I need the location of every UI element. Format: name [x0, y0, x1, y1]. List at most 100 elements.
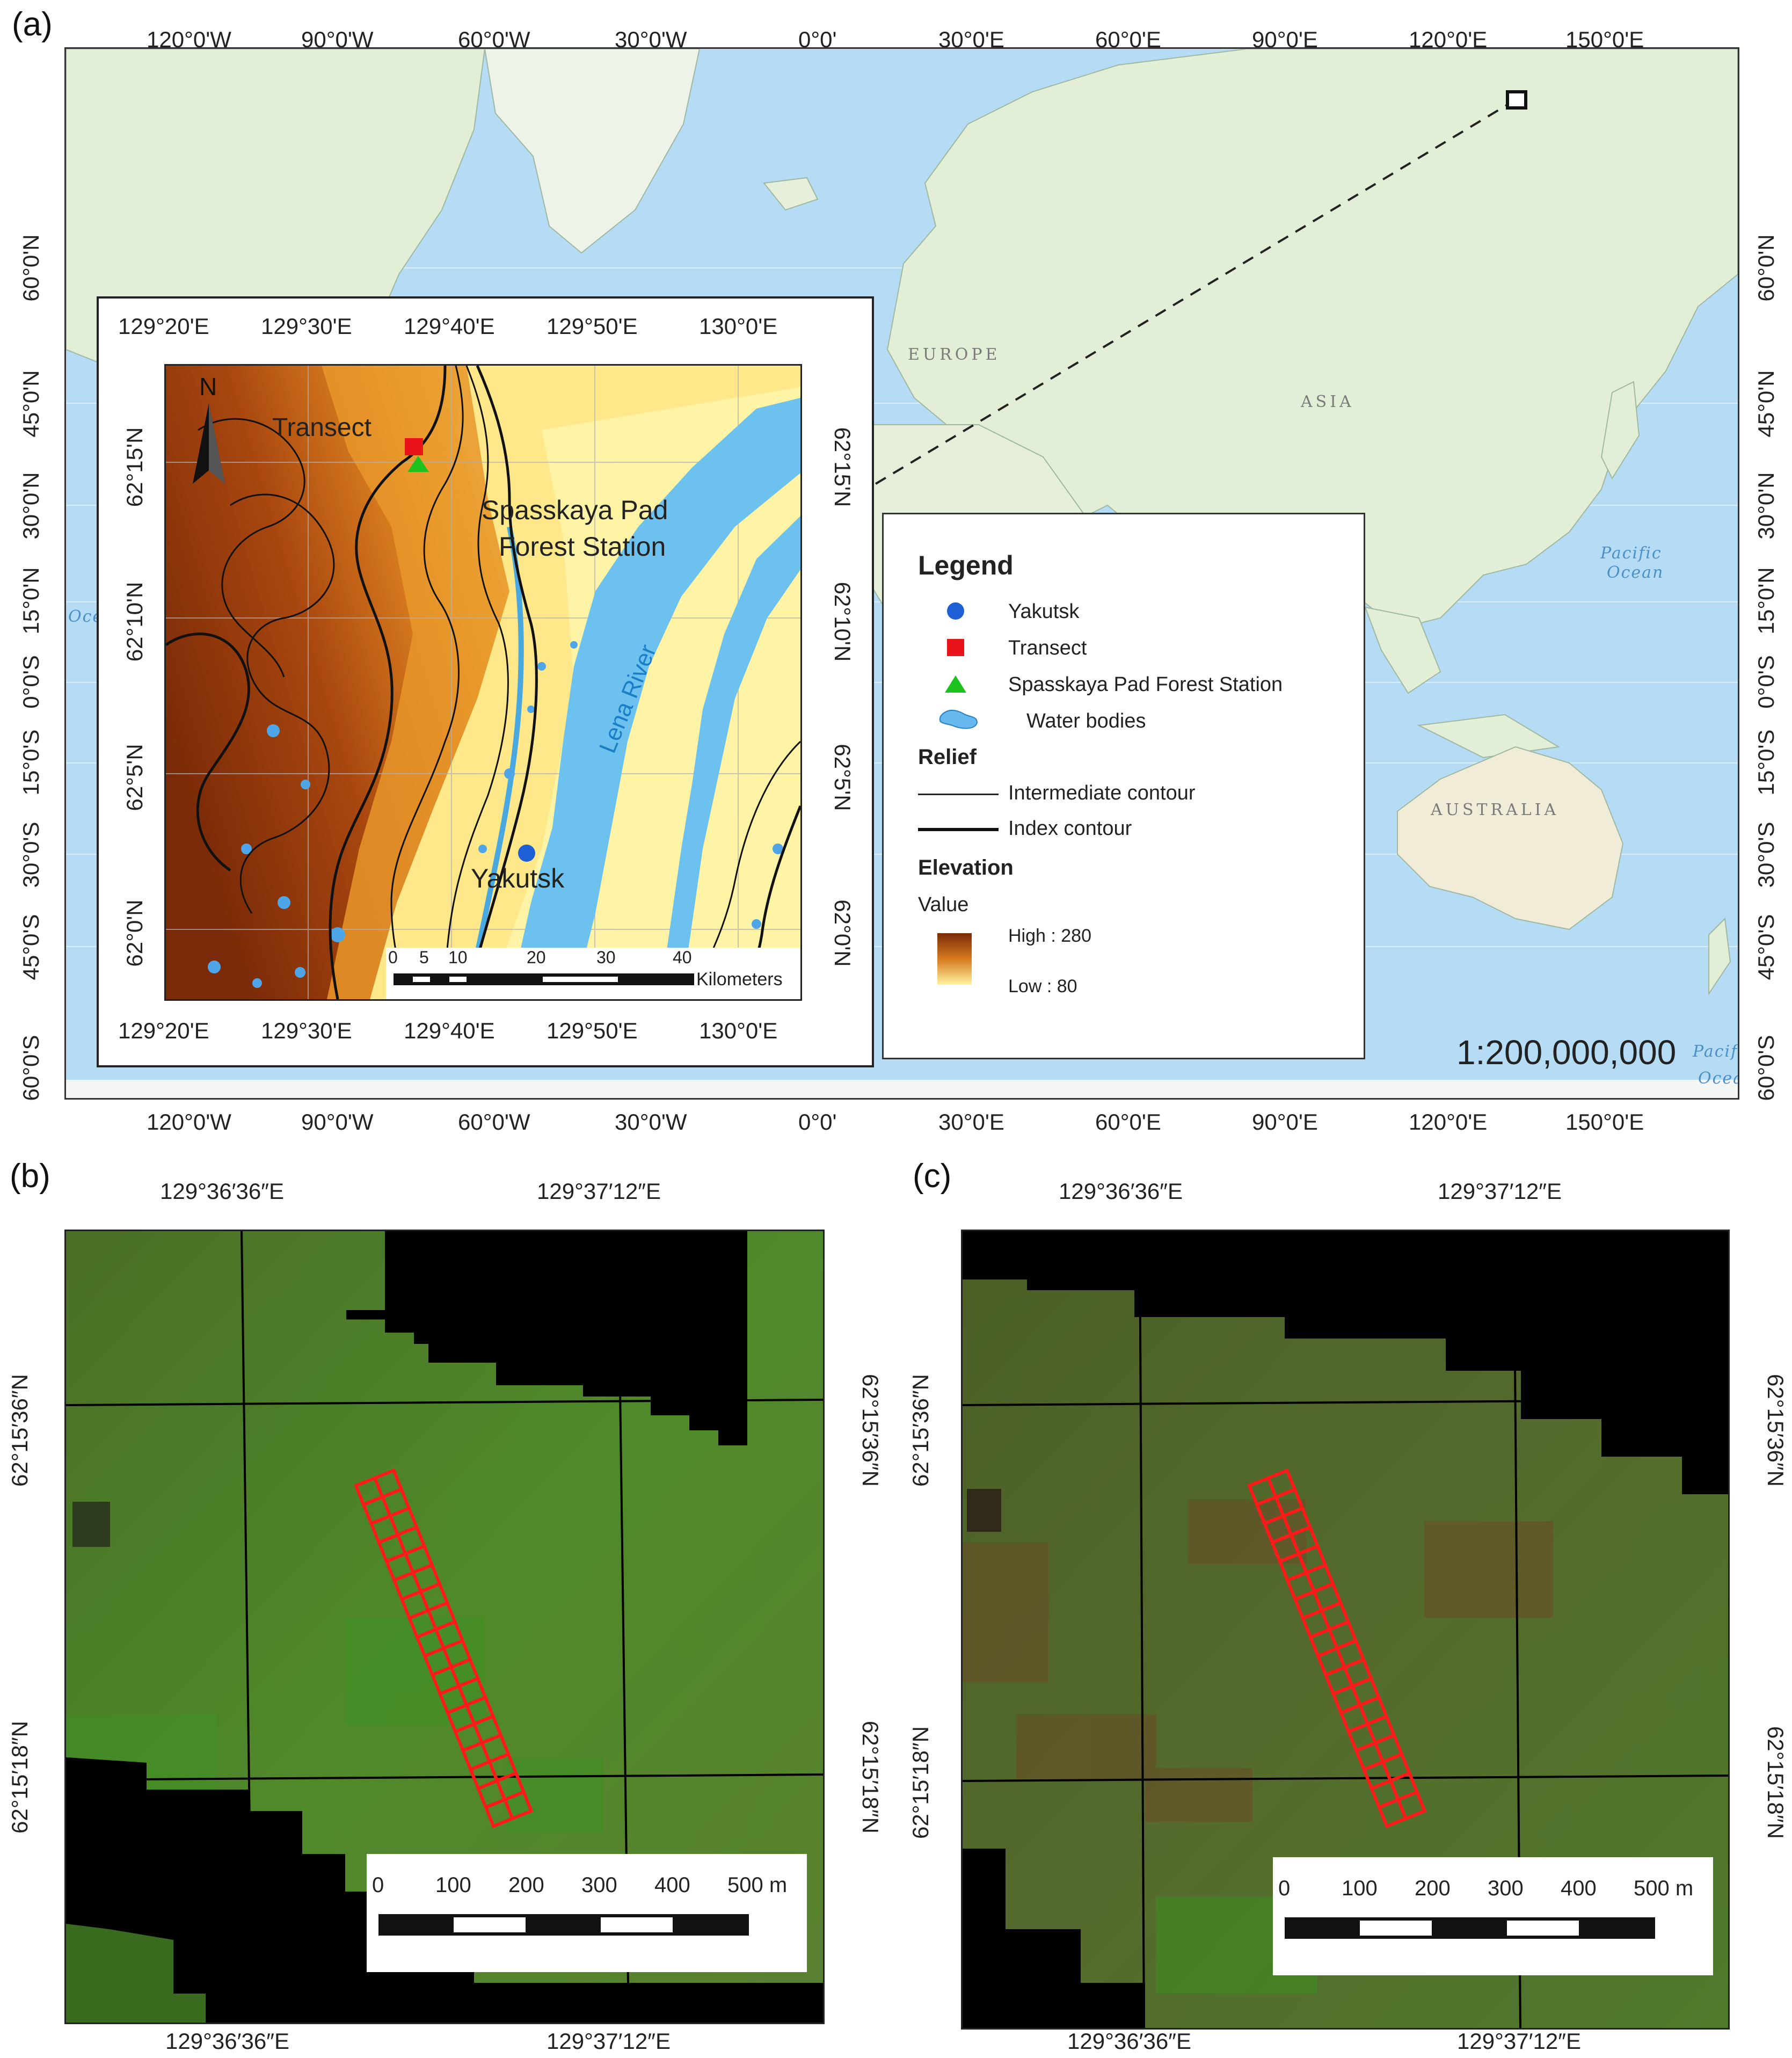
panel-c-lon-tick: 129°36′36″E [1059, 1179, 1183, 1204]
transect-cell [502, 1790, 534, 1821]
panel-c-lat-tick: 62°15′36″N [1763, 1373, 1788, 1487]
lat-tick: 30°0'N [1753, 472, 1779, 540]
elevation-raster [166, 366, 800, 999]
panel-b-lon-tick: 129°37′12″E [537, 1179, 661, 1204]
panel-b-scalebar: 0 100 200 300 400 500 m [367, 1854, 807, 1972]
panel-c-lon-tick: 129°37′12″E [1457, 2028, 1582, 2054]
lat-tick: 0°0'S [1753, 655, 1779, 709]
legend-elevation-ramp [937, 933, 972, 985]
inset-lon-tick: 130°0'E [699, 1018, 778, 1043]
label-europe: EUROPE [908, 345, 1001, 364]
label-ocean-left: Oce [68, 607, 104, 626]
lat-tick: 30°0'N [18, 472, 43, 540]
inset-scale-tick: 10 [448, 948, 468, 967]
panel-b-scalebar-bar [378, 1914, 749, 1936]
legend-item-index: Index contour [1008, 817, 1132, 840]
inset-lon-tick: 129°30'E [261, 314, 352, 339]
legend-title: Legend [918, 550, 1014, 580]
lon-tick: 150°0'E [1565, 1109, 1644, 1135]
inset-lat-tick: 62°10'N [122, 581, 147, 662]
legend-item-intermediate: Intermediate contour [1008, 782, 1196, 804]
panel-b-label: (b) [10, 1158, 50, 1195]
inset-scale-tick: 40 [673, 948, 692, 967]
panel-c-scale-tick: 300 [1488, 1877, 1524, 1900]
station-label-line1: Spasskaya Pad [482, 495, 668, 525]
lon-tick: 90°0'E [1252, 1109, 1318, 1135]
lat-tick: 45°0'N [1753, 370, 1779, 438]
inset-lon-tick: 129°30'E [261, 1018, 352, 1043]
transect-label: Transect [272, 413, 371, 442]
legend-index-line [918, 828, 999, 831]
panel-b-image: 0 100 200 300 400 500 m [64, 1230, 825, 2024]
panel-c-scale-tick: 0 [1278, 1877, 1291, 1900]
inset-lat-tick: 62°0'N [830, 899, 855, 967]
panel-b-lon-tick: 129°36′36″E [165, 2028, 290, 2054]
legend-triangle-icon [945, 675, 966, 693]
label-australia: AUSTRALIA [1431, 801, 1560, 819]
legend-item-station: Spasskaya Pad Forest Station [1008, 673, 1283, 696]
lat-tick: 45°0'N [18, 370, 43, 438]
inset-lat-tick: 62°15'N [122, 427, 147, 507]
inset-scale-tick: 20 [527, 948, 546, 967]
panel-b-scale-tick: 400 [654, 1873, 690, 1897]
lat-tick: 15°0'N [1753, 567, 1779, 635]
legend-water-icon [939, 710, 978, 729]
legend-circle-icon [947, 602, 964, 620]
panel-c-scalebar-bar [1285, 1917, 1655, 1939]
panel-b-lon-tick: 129°37′12″E [547, 2028, 671, 2054]
lon-tick: 0°0' [798, 1109, 837, 1135]
panel-a-label: (a) [12, 6, 53, 43]
inset-scale-unit: Kilometers [696, 969, 783, 990]
legend-value-label: Value [918, 893, 969, 916]
panel-c-scale-tick: 500 m [1634, 1877, 1694, 1900]
inset-lon-tick: 129°40'E [404, 1018, 495, 1043]
inset-lon-tick: 130°0'E [699, 314, 778, 339]
panel-b-scale-tick: 300 [581, 1873, 617, 1897]
lon-tick: 120°0'W [147, 1109, 231, 1135]
legend-high: High : 280 [1008, 926, 1091, 946]
inset-scale-tick: 0 [388, 948, 398, 967]
panel-b-transect [354, 1468, 534, 1829]
panel-c-label: (c) [913, 1158, 952, 1195]
inset-scale-tick: 5 [419, 948, 429, 967]
map-scale-text: 1:200,000,000 [1456, 1033, 1677, 1072]
north-label: N [199, 373, 217, 401]
inset-lat-tick: 62°5'N [122, 744, 147, 811]
panel-c-scale-tick: 100 [1342, 1877, 1378, 1900]
lat-tick: 60°0'N [18, 234, 43, 302]
legend-item-water: Water bodies [1026, 710, 1146, 732]
lon-tick: 90°0'W [301, 1109, 374, 1135]
panel-c-scale-tick: 400 [1561, 1877, 1597, 1900]
panel-b-scale-tick: 0 [372, 1873, 384, 1897]
lat-tick: 15°0'N [18, 567, 43, 635]
lat-tick: 45°0'S [1753, 914, 1779, 980]
inset-scale-tick: 30 [596, 948, 616, 967]
legend: Legend Yakutsk Transect Spasskaya Pad Fo… [882, 513, 1365, 1059]
panel-b-lat-tick: 62°15′36″N [7, 1373, 32, 1487]
lat-tick: 0°0'S [18, 655, 43, 709]
inset-scalebar-bar [394, 973, 694, 985]
lat-tick: 30°0'S [1753, 821, 1779, 888]
panel-c-lat-tick: 62°15′18″N [1763, 1726, 1788, 1839]
inset-lon-tick: 129°50'E [547, 1018, 638, 1043]
lat-tick: 15°0'S [1753, 729, 1779, 796]
panel-b-scale-tick: 200 [508, 1873, 544, 1897]
panel-c-lat-tick: 62°15′36″N [908, 1373, 933, 1487]
elevation-map: N Transect Spasskaya Pad Forest Station … [164, 364, 802, 1001]
panel-b-lon-tick: 129°36′36″E [160, 1179, 285, 1204]
lat-tick: 60°0'N [1753, 234, 1779, 302]
panel-b-scale-tick: 500 m [727, 1873, 788, 1897]
label-ocean: Ocean [1607, 563, 1664, 582]
panel-c-lon-tick: 129°37′12″E [1438, 1179, 1562, 1204]
panel-c-scale-tick: 200 [1415, 1877, 1451, 1900]
lon-tick: 60°0'W [458, 1109, 530, 1135]
panel-c-lat-tick: 62°15′18″N [908, 1726, 933, 1839]
lat-tick: 60°0'S [1753, 1035, 1779, 1101]
yakutsk-label: Yakutsk [471, 863, 565, 893]
panel-c-image: 0 100 200 300 400 500 m [961, 1230, 1730, 2030]
panel-b-scale-tick: 100 [435, 1873, 471, 1897]
inset-lon-tick: 129°50'E [547, 314, 638, 339]
lon-tick: 30°0'W [615, 1109, 687, 1135]
legend-intermediate-line [918, 794, 999, 795]
label-pacific-br: Pacific [1693, 1042, 1738, 1061]
